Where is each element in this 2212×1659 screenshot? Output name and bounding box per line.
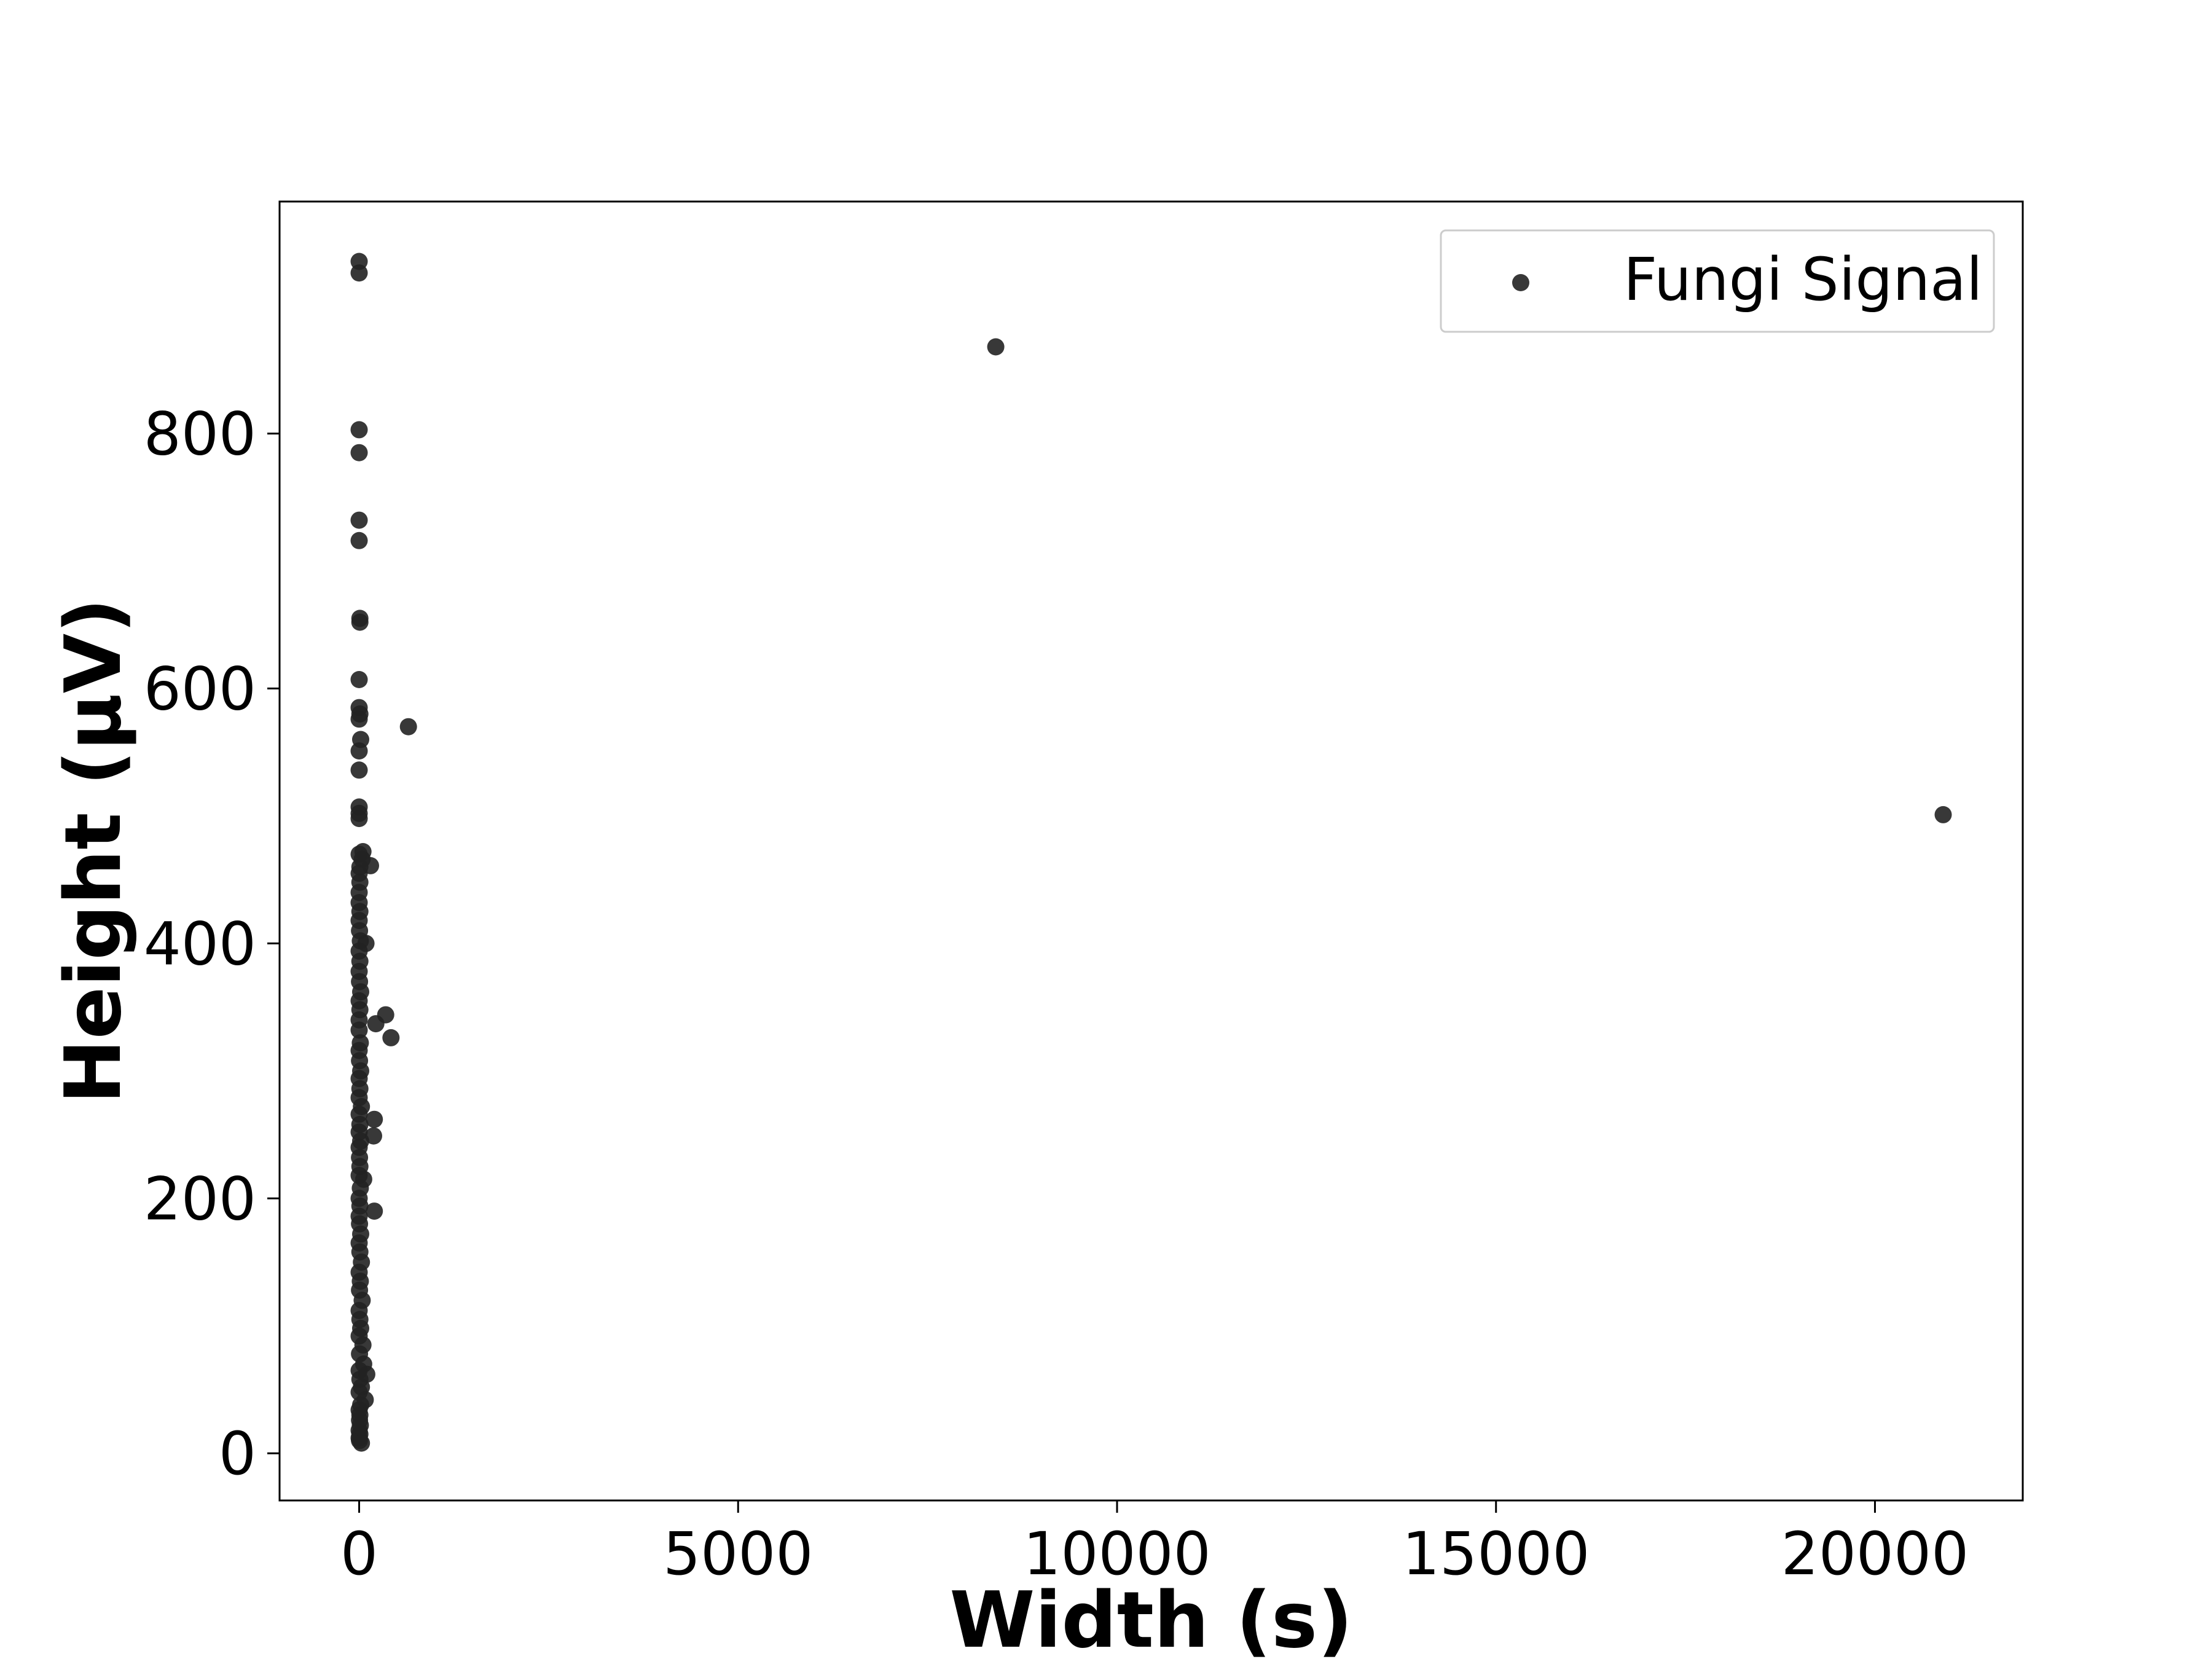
y-axis-label: Height (µV) [48,598,138,1104]
data-point [399,718,417,735]
x-tick-label: 20000 [1781,1520,1969,1588]
data-point [350,810,368,828]
x-axis-ticks: 0 5000 10000 15000 20000 [340,1500,1969,1588]
data-point [365,1127,382,1145]
data-point [350,671,368,688]
legend-label-fungi-signal: Fungi Signal [1623,245,1983,314]
y-tick-label: 200 [144,1164,256,1233]
data-point [1934,806,1952,823]
data-point [350,710,368,728]
legend: Fungi Signal [1440,229,1995,333]
data-point [366,1110,383,1128]
y-tick-label: 600 [144,654,256,723]
data-point [350,742,368,760]
points-layer [350,253,1952,1452]
data-point [382,1029,400,1046]
data-point [354,843,372,860]
data-point [350,761,368,779]
x-tick-label: 5000 [663,1520,813,1588]
x-axis-label: Width (s) [949,1575,1352,1659]
y-tick-label: 400 [144,909,256,978]
data-point [350,1021,368,1039]
data-point [350,511,368,529]
x-tick-label: 15000 [1402,1520,1590,1588]
data-point [367,1015,385,1033]
y-tick-label: 800 [144,400,256,469]
x-tick-label: 10000 [1023,1520,1210,1588]
y-axis-ticks: 0 200 400 600 800 [144,400,280,1488]
data-point [366,1202,383,1220]
data-point [350,421,368,439]
data-point [350,444,368,461]
data-point [350,264,368,282]
data-point [351,613,369,631]
x-tick-label: 0 [340,1520,378,1588]
legend-marker-fungi-signal [1512,274,1529,291]
legend-box [1440,229,1995,333]
data-point [353,1434,371,1452]
data-point [987,338,1005,356]
data-point [350,531,368,549]
y-tick-label: 0 [219,1419,256,1488]
data-point [362,857,379,874]
plot-frame [278,200,2024,1502]
